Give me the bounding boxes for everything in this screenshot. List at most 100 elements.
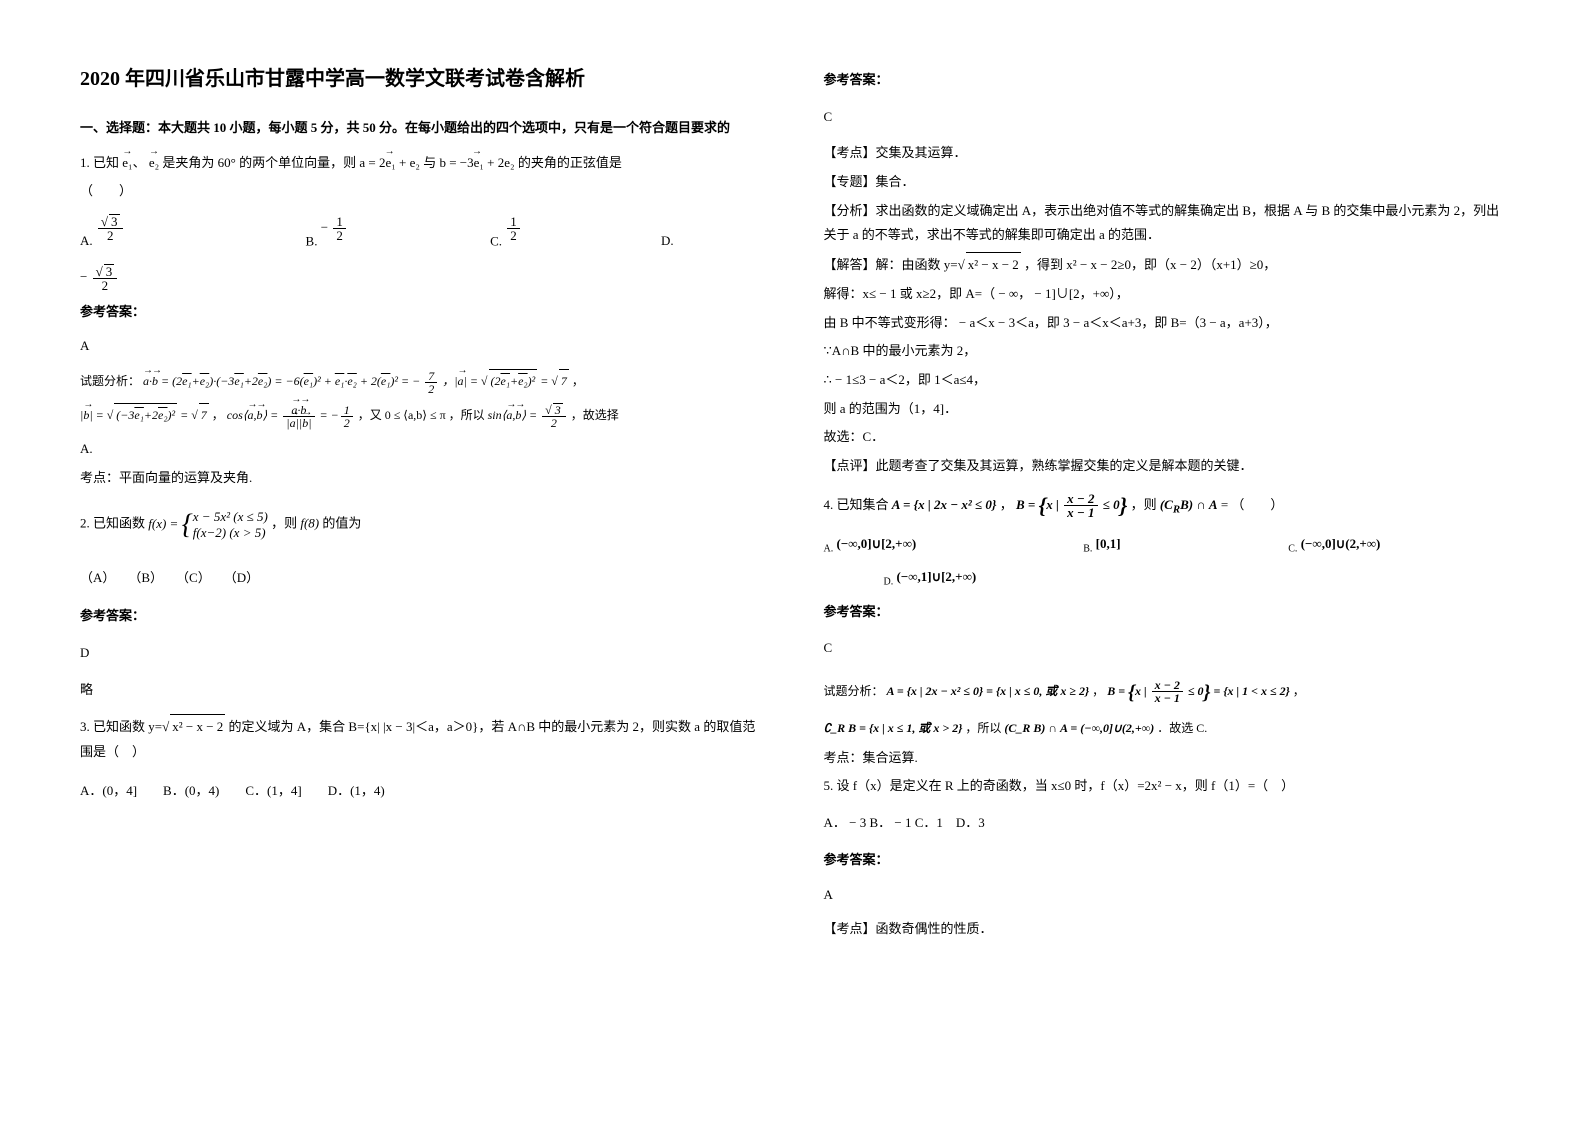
text: 60°: [218, 155, 236, 170]
q4-optD: D. (−∞,1]∪[2,+∞): [884, 569, 977, 584]
denominator: 2: [98, 229, 123, 242]
q3-stem-line1: 3. 已知函数 y=√x² − x − 2 的定义域为 A，集合 B={x| |…: [80, 714, 764, 764]
right-column: 参考答案： C 【考点】交集及其运算． 【专题】集合． 【分析】求出函数的定义域…: [794, 60, 1538, 946]
vector-e2: e₂: [149, 151, 159, 176]
q3-l8: ∴ − 1≤3 − a＜2，即 1＜a≤4，: [824, 368, 1508, 393]
q5-stem: 5. 设 f（x）是定义在 R 上的奇函数，当 x≤0 时，f（x）=2x² −…: [824, 774, 1508, 799]
denominator: x − 1: [1064, 506, 1097, 519]
text: 的值为: [322, 516, 361, 531]
answer-heading: 参考答案：: [80, 604, 764, 629]
text: 试题分析：: [80, 374, 140, 388]
numerator: √3: [98, 214, 123, 229]
answer-heading: 参考答案：: [824, 600, 1508, 625]
text: e₁: [122, 155, 132, 170]
math-expr: a·b = (2e₁+e₂)·(−3e₁+2e₂) = −6(e₁)² + e₁…: [143, 374, 572, 388]
text: ，故选择: [571, 408, 619, 422]
piece-1: x − 5x² (x ≤ 5): [193, 509, 268, 525]
denominator: 2: [507, 229, 520, 242]
answer-heading: 参考答案：: [80, 300, 764, 325]
text: 1. 已知: [80, 155, 119, 170]
math-expr: ∁_R B = {x | x ≤ 1, 或 x > 2}: [824, 721, 963, 735]
q1-optB: B. − 1 2: [306, 215, 491, 254]
q2-stem: 2. 已知函数 f(x) = { x − 5x² (x ≤ 5) f(x−2) …: [80, 498, 764, 551]
text: −: [321, 219, 328, 234]
text: 的夹角的正弦值是: [518, 155, 622, 170]
q2-answer: D: [80, 641, 764, 666]
q3-l2: 【专题】集合．: [824, 170, 1508, 195]
text: ，所以: [965, 721, 1001, 735]
q3-answer: C: [824, 105, 1508, 130]
text: ，得到 x² − x − 2≥0，即（x − 2）（x+1）≥0，: [1024, 257, 1276, 272]
q3-l5: 解得：x≤ − 1 或 x≥2，即 A=（ − ∞， − 1]∪[2，+∞），: [824, 282, 1508, 307]
q5-answer: A: [824, 883, 1508, 908]
q4-options-row1: A. (−∞,0]∪[2,+∞) B. [0,1] C. (−∞,0]∪(2,+…: [824, 532, 1508, 559]
math-expr: sin⟨a,b⟩ = √32: [488, 408, 571, 422]
text: [0,1]: [1096, 536, 1121, 551]
q1-optD-label: D.: [661, 229, 764, 254]
text: 【解答】解：由函数 y=: [824, 257, 958, 272]
text: ，又 0 ≤ ⟨a,b⟩ ≤ π ，所以: [358, 408, 485, 422]
sqrt-inner: x² − x − 2: [966, 252, 1021, 278]
text: 的两个单位向量，则: [239, 155, 356, 170]
sqrt-inner: x² − x − 2: [170, 714, 225, 740]
q4-optA: A. (−∞,0]∪[2,+∞): [824, 532, 1084, 559]
denominator: x − 1: [1152, 692, 1183, 704]
text: ，则: [271, 516, 297, 531]
fraction: 1 2: [507, 215, 520, 242]
q5-options: A． − 3 B． − 1 C．1 D．3: [824, 811, 1508, 836]
q1-optA: A. √3 2: [80, 214, 306, 254]
math-expr: B = {x | x − 2x − 1 ≤ 0}: [1107, 684, 1213, 698]
text: (−∞,0]∪(2,+∞): [1301, 536, 1381, 551]
denominator: 2: [333, 229, 346, 242]
text: a = 2e₁ + e₂: [359, 155, 420, 170]
math-expr: cos⟨a,b⟩ = a·b|a||b| = −12: [227, 408, 358, 422]
q4-answer: C: [824, 636, 1508, 661]
q4-options-row2: D. (−∞,1]∪[2,+∞): [824, 565, 1508, 592]
q1-analysis-3: A.: [80, 437, 764, 462]
text: B.: [306, 233, 318, 248]
q1-optD: − √3 2: [80, 264, 764, 292]
denominator: 2: [93, 279, 118, 292]
text: e₂: [149, 155, 159, 170]
q4-optB: B. [0,1]: [1083, 532, 1288, 559]
vector-e1: e₁: [122, 151, 132, 176]
numerator: 1: [333, 215, 346, 229]
q3-l6: 由 B 中不等式变形得： − a＜x − 3＜a，即 3 − a＜x＜a+3，即…: [824, 311, 1508, 336]
text: (−∞,0]∪[2,+∞): [836, 536, 916, 551]
text: 与: [423, 155, 436, 170]
piece-2: f(x−2) (x > 5): [193, 525, 268, 541]
q4-kaodian: 考点：集合运算.: [824, 746, 1508, 771]
q1-optC: C. 1 2: [490, 215, 661, 254]
q4-analysis-1: 试题分析： A = {x | 2x − x² ≤ 0} = {x | x ≤ 0…: [824, 673, 1508, 711]
section-heading: 一、选择题：本大题共 10 小题，每小题 5 分，共 50 分。在每小题给出的四…: [80, 116, 764, 141]
text: (−∞,1]∪[2,+∞): [896, 569, 976, 584]
numerator: 1: [507, 215, 520, 229]
q3-options: A．(0，4] B．(0，4) C．(1，4] D．(1，4): [80, 779, 764, 804]
math-expr: (C_R B) ∩ A = (−∞,0]∪(2,+∞): [1004, 721, 1154, 735]
numerator: √3: [93, 264, 118, 279]
q3-l10: 故选：C．: [824, 425, 1508, 450]
text: 2. 已知函数: [80, 516, 145, 531]
set-A: A = {x | 2x − x² ≤ 0}: [892, 497, 997, 512]
q1-kaodian: 考点：平面向量的运算及夹角.: [80, 466, 764, 491]
set-B: B = {x | x − 2x − 1 ≤ 0}: [1016, 497, 1131, 512]
q5-l1: 【考点】函数奇偶性的性质．: [824, 917, 1508, 942]
q1-analysis-2: |b| = √(−3e₁+2e₂)² = √7 ， cos⟨a,b⟩ = a·b…: [80, 403, 764, 429]
q4-optC: C. (−∞,0]∪(2,+∞): [1288, 532, 1507, 559]
numerator: x − 2: [1064, 492, 1097, 506]
q4-stem: 4. 已知集合 A = {x | 2x − x² ≤ 0} ， B = {x |…: [824, 485, 1508, 527]
text: ，则: [1131, 497, 1157, 512]
q1-stem: 1. 已知 e₁、 e₂ 是夹角为 60° 的两个单位向量，则 a = 2e₁ …: [80, 151, 764, 176]
q3-l7: ∵A∩B 中的最小元素为 2，: [824, 339, 1508, 364]
q4-analysis-2: ∁_R B = {x | x ≤ 1, 或 x > 2} ，所以 (C_R B)…: [824, 717, 1508, 740]
text: 3. 已知函数 y=: [80, 719, 162, 734]
fraction: √3 2: [93, 264, 118, 292]
answer-heading: 参考答案：: [824, 848, 1508, 873]
q1-answer: A: [80, 334, 764, 359]
fraction: √3 2: [98, 214, 123, 242]
q3-l9: 则 a 的范围为（1，4]．: [824, 397, 1508, 422]
answer-heading: 参考答案：: [824, 68, 1508, 93]
text: b = −3e₁ + 2e₂: [439, 155, 514, 170]
text: A.: [80, 233, 93, 248]
fraction: 1 2: [333, 215, 346, 242]
